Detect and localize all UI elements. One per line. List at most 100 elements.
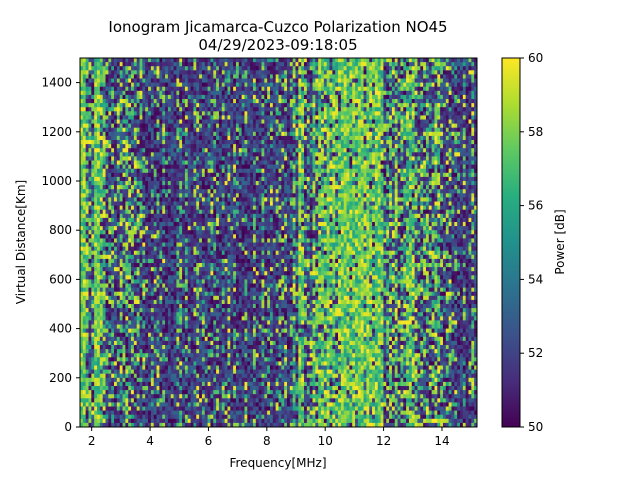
heatmap-cell: [114, 361, 118, 366]
heatmap-cell: [133, 340, 138, 346]
heatmap-cell: [176, 156, 180, 161]
heatmap-cell: [218, 86, 223, 92]
heatmap-cell: [218, 176, 223, 182]
heatmap-cell: [179, 135, 183, 141]
heatmap-cell: [133, 144, 138, 149]
heatmap-cell: [148, 168, 152, 174]
heatmap-cell: [233, 242, 237, 247]
heatmap-cell: [167, 328, 172, 334]
heatmap-cell: [173, 377, 177, 383]
heatmap-cell: [85, 361, 89, 366]
heatmap-cell: [173, 185, 177, 190]
heatmap-cell: [108, 156, 112, 161]
heatmap-cell: [162, 86, 166, 92]
heatmap-cell: [233, 111, 237, 116]
heatmap-cell: [201, 275, 206, 280]
heatmap-cell: [148, 66, 152, 71]
heatmap-cell: [111, 135, 115, 141]
heatmap-cell: [145, 172, 149, 178]
heatmap-cell: [139, 234, 143, 239]
heatmap-cell: [170, 287, 174, 293]
heatmap-cell: [114, 414, 118, 420]
heatmap-cell: [153, 316, 157, 321]
heatmap-cell: [119, 201, 123, 206]
heatmap-cell: [131, 312, 135, 317]
heatmap-cell: [204, 336, 209, 342]
heatmap-cell: [142, 123, 146, 129]
heatmap-cell: [105, 402, 109, 407]
heatmap-cell: [216, 103, 220, 108]
heatmap-cell: [162, 336, 166, 342]
heatmap-cell: [131, 340, 135, 346]
heatmap-cell: [170, 193, 174, 198]
heatmap-cell: [131, 168, 135, 174]
heatmap-cell: [170, 131, 174, 137]
heatmap-cell: [102, 66, 106, 71]
heatmap-cell: [221, 263, 226, 268]
heatmap-cell: [233, 406, 237, 411]
heatmap-cell: [111, 402, 115, 407]
heatmap-cell: [108, 115, 112, 120]
heatmap-cell: [207, 74, 211, 79]
heatmap-cell: [190, 70, 194, 75]
heatmap-cell: [167, 377, 172, 383]
heatmap-cell: [105, 398, 109, 403]
heatmap-cell: [148, 185, 152, 190]
heatmap-cell: [108, 373, 112, 379]
heatmap-cell: [116, 365, 121, 370]
heatmap-cell: [94, 90, 98, 96]
heatmap-cell: [233, 164, 237, 170]
heatmap-cell: [148, 246, 152, 252]
heatmap-cell: [145, 115, 149, 120]
heatmap-cell: [179, 99, 183, 104]
heatmap-cell: [82, 172, 87, 178]
heatmap-cell: [133, 127, 138, 133]
heatmap-cell: [131, 140, 135, 145]
heatmap-cell: [85, 271, 89, 276]
heatmap-cell: [139, 340, 143, 346]
heatmap-cell: [190, 135, 194, 141]
heatmap-cell: [173, 197, 177, 202]
heatmap-cell: [85, 304, 89, 309]
heatmap-cell: [216, 152, 220, 157]
heatmap-cell: [150, 201, 155, 206]
heatmap-cell: [213, 217, 217, 223]
heatmap-cell: [128, 217, 132, 223]
heatmap-cell: [216, 205, 220, 211]
heatmap-cell: [235, 74, 240, 79]
heatmap-cell: [88, 156, 92, 161]
heatmap-cell: [128, 304, 132, 309]
heatmap-cell: [204, 99, 209, 104]
heatmap-cell: [150, 144, 155, 149]
heatmap-cell: [91, 226, 95, 231]
heatmap-cell: [184, 164, 189, 170]
heatmap-cell: [210, 418, 214, 424]
heatmap-cell: [122, 242, 126, 247]
heatmap-cell: [91, 119, 95, 124]
heatmap-cell: [156, 308, 160, 313]
heatmap-cell: [196, 406, 200, 411]
heatmap-cell: [99, 369, 104, 375]
heatmap-cell: [102, 267, 106, 272]
heatmap-cell: [193, 148, 197, 153]
heatmap-cell: [139, 418, 143, 424]
heatmap-cell: [190, 258, 194, 264]
heatmap-cell: [216, 160, 220, 165]
heatmap-cell: [94, 107, 98, 112]
heatmap-cell: [88, 226, 92, 231]
heatmap-cell: [136, 271, 140, 276]
heatmap-cell: [94, 369, 98, 375]
heatmap-cell: [150, 332, 155, 338]
heatmap-cell: [233, 324, 237, 329]
heatmap-cell: [167, 66, 172, 71]
heatmap-cell: [111, 373, 115, 379]
heatmap-cell: [156, 160, 160, 165]
heatmap-cell: [167, 353, 172, 358]
heatmap-cell: [133, 406, 138, 411]
heatmap-cell: [227, 152, 231, 157]
heatmap-cell: [230, 226, 234, 231]
heatmap-cell: [221, 103, 226, 108]
heatmap-cell: [224, 279, 228, 284]
heatmap-cell: [221, 123, 226, 129]
heatmap-cell: [153, 275, 157, 280]
